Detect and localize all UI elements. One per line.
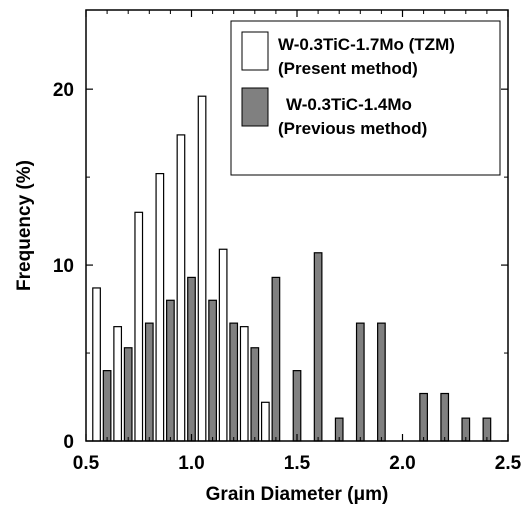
- x-tick-label: 2.5: [495, 453, 522, 474]
- y-tick-label: 0: [63, 432, 74, 453]
- bar-previous-method-6: [229, 322, 239, 442]
- bar-previous-method-5: [208, 299, 217, 442]
- x-axis-title: Grain Diameter (μm): [206, 484, 389, 505]
- legend-swatch-present-method: [241, 31, 269, 71]
- bar-previous-method-0: [102, 370, 112, 442]
- legend: W-0.3TiC-1.7Mo (TZM) (Present method) W-…: [230, 20, 501, 176]
- bar-previous-method-7: [250, 347, 260, 442]
- legend-label-tzm: W-0.3TiC-1.7Mo (TZM): [278, 35, 455, 54]
- legend-label-previous-method: (Previous method): [278, 119, 427, 138]
- bar-previous-method-9: [292, 370, 302, 442]
- bars-layer: [92, 95, 492, 442]
- bar-previous-method-4: [187, 276, 196, 442]
- bar-present-method-4: [176, 134, 186, 442]
- bar-previous-method-3: [166, 299, 175, 442]
- bar-previous-method-1: [123, 347, 133, 442]
- tick-labels-layer: 0.5 1.0 1.5 2.0 2.5 0 10 20: [53, 80, 522, 474]
- y-tick-label: 10: [53, 256, 74, 277]
- legend-swatch-previous-method: [241, 87, 269, 127]
- bar-present-method-6: [218, 248, 228, 442]
- bar-present-method-0: [92, 287, 101, 442]
- bar-present-method-1: [113, 326, 123, 442]
- x-tick-label: 1.0: [178, 453, 204, 474]
- bar-present-method-8: [260, 401, 270, 442]
- legend-label-present-method: (Present method): [278, 59, 418, 78]
- bar-present-method-2: [134, 211, 144, 442]
- plot-frame: [85, 9, 509, 442]
- bar-present-method-3: [155, 173, 165, 442]
- bar-previous-method-15: [440, 392, 450, 442]
- bar-previous-method-14: [419, 392, 428, 442]
- legend-box: [230, 20, 501, 176]
- x-tick-label: 2.0: [389, 453, 415, 474]
- bar-previous-method-10: [313, 252, 323, 442]
- y-tick-label: 20: [53, 80, 74, 101]
- bar-previous-method-8: [271, 276, 281, 442]
- bar-previous-method-12: [355, 322, 365, 442]
- bar-previous-method-13: [377, 322, 386, 442]
- bar-present-method-5: [197, 95, 207, 442]
- legend-label-w-ti-c-mo: W-0.3TiC-1.4Mo: [286, 95, 412, 114]
- y-axis-title: Frequency (%): [14, 160, 35, 291]
- bar-previous-method-2: [144, 322, 154, 442]
- x-tick-label: 1.5: [284, 453, 311, 474]
- x-tick-label: 0.5: [73, 453, 100, 474]
- bar-present-method-7: [239, 326, 249, 442]
